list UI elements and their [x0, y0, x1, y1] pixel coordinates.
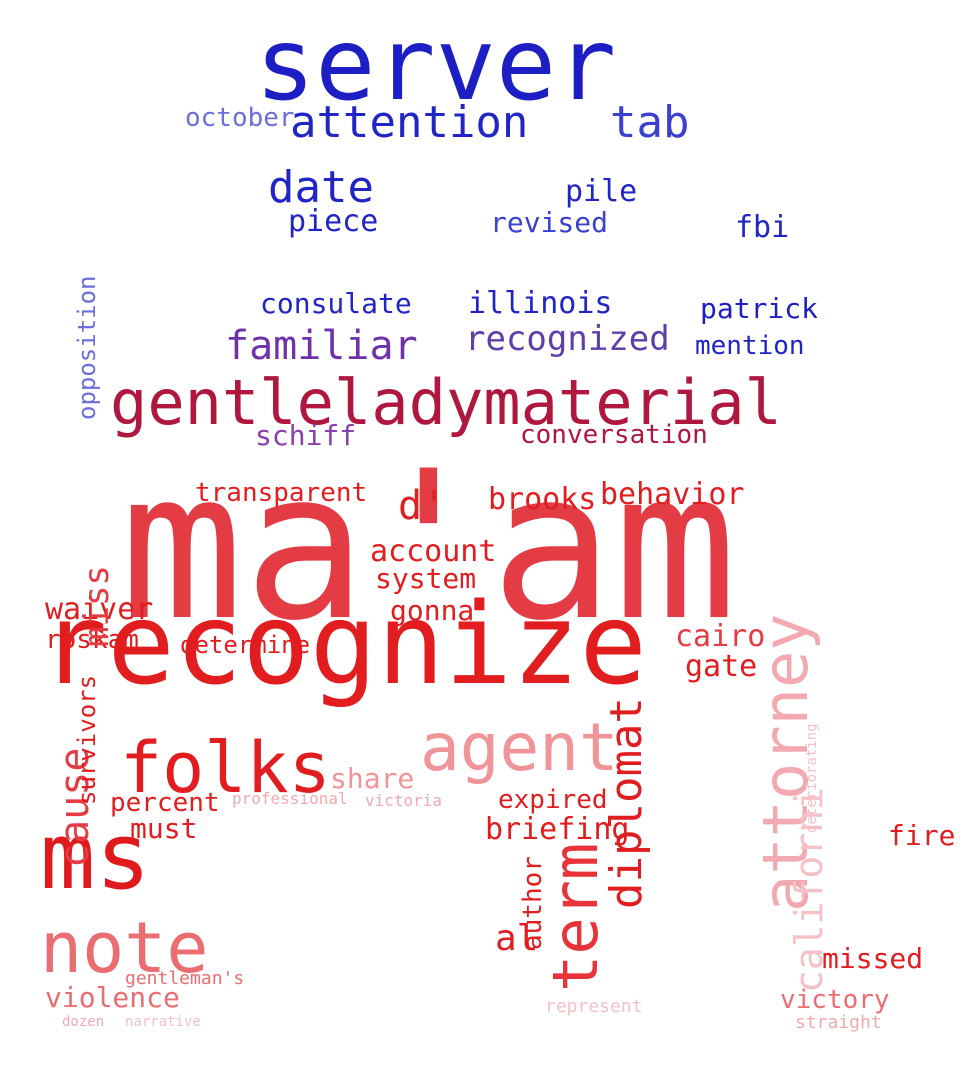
cloud-word: victoria [365, 791, 443, 811]
cloud-word: consulate [260, 287, 412, 321]
cloud-word: al [495, 918, 539, 960]
cloud-word: system [375, 562, 477, 596]
cloud-word: illinois [468, 286, 613, 321]
cloud-word: gentleladymaterial [110, 365, 782, 439]
cloud-word: pile [565, 174, 638, 209]
cloud-word: briefing [485, 812, 630, 847]
cloud-word: expired [498, 785, 608, 816]
cloud-word: d' [398, 483, 447, 529]
cloud-word: familiar [225, 323, 418, 369]
cloud-word: conversation [520, 420, 708, 451]
cloud-word: patrick [700, 292, 819, 326]
cloud-word: represent [545, 996, 643, 1018]
cloud-word: attention [290, 96, 529, 148]
cloud-word: deteriorating [804, 723, 820, 833]
cloud-word: recognized [465, 318, 670, 359]
cloud-word: gentleman's [125, 968, 245, 990]
cloud-word: waiver [45, 592, 154, 627]
cloud-word: fire [888, 819, 956, 853]
cloud-word: ma'am [120, 427, 738, 666]
cloud-word: professional [232, 789, 348, 809]
cloud-word: share [330, 762, 415, 796]
cloud-word: gonna [390, 594, 475, 628]
cloud-word: folks [120, 727, 331, 809]
cloud-word: diplomat [601, 696, 652, 909]
cloud-word: schiff [255, 419, 357, 453]
cloud-word: recognize [40, 579, 647, 710]
cloud-word: date [268, 161, 374, 213]
cloud-word: determine [180, 630, 311, 659]
cloud-word: narrative [125, 1013, 201, 1030]
cloud-word: brooks [488, 482, 597, 517]
cloud-word: missed [822, 942, 924, 976]
cloud-word: revised [490, 206, 609, 240]
cloud-word: behavior [600, 477, 745, 512]
cloud-word: roskam [45, 625, 139, 656]
cloud-word: ms [40, 802, 151, 910]
cloud-word: dozen [62, 1013, 105, 1030]
cloud-word: term [539, 843, 612, 993]
cloud-word: account [370, 534, 497, 569]
cloud-word: note [40, 907, 209, 989]
cloud-word: transparent [195, 478, 368, 509]
cloud-word: server [255, 6, 617, 123]
cloud-word: must [130, 812, 198, 846]
cloud-word: fbi [735, 210, 790, 245]
cloud-word: straight [795, 1012, 882, 1034]
cloud-word: percent [110, 788, 220, 819]
cloud-word: victory [780, 985, 890, 1016]
cloud-word: agent [420, 709, 619, 787]
cloud-word: tab [610, 96, 690, 148]
cloud-word: gate [685, 649, 758, 684]
cloud-word: october [185, 103, 295, 134]
cloud-word: mention [695, 331, 805, 362]
cloud-word: violence [45, 981, 180, 1015]
cloud-word: opposition [73, 275, 101, 420]
cloud-word: miss [77, 564, 117, 647]
cloud-word: cairo [675, 619, 766, 654]
cloud-word: survivors [73, 674, 101, 805]
cloud-word: author [518, 856, 548, 951]
cloud-word: piece [288, 204, 379, 239]
